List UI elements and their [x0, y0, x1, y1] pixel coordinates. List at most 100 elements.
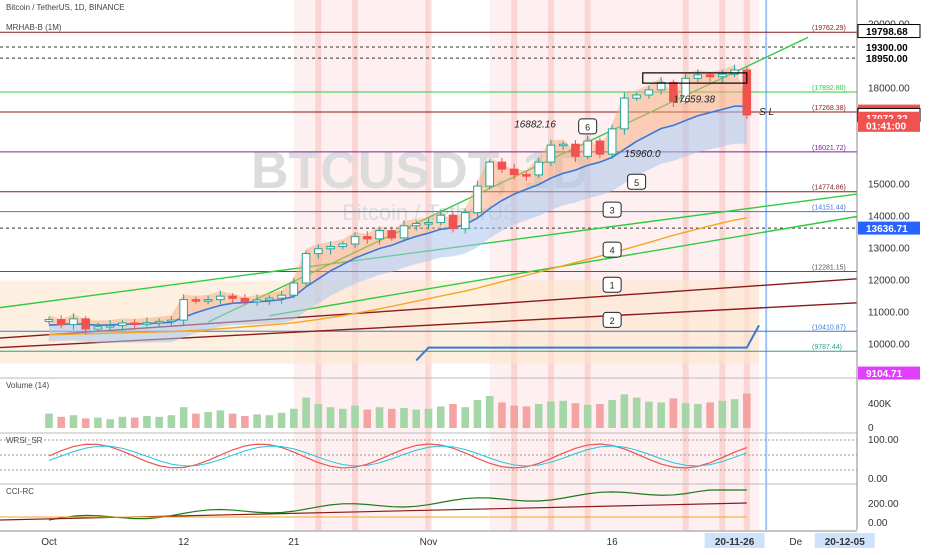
volume-bar-34	[461, 407, 470, 428]
candle-body-21	[301, 253, 311, 284]
y-tick-3: 13000.00	[868, 243, 910, 254]
volume-bar-2	[69, 415, 78, 428]
volume-bar-21	[302, 397, 310, 428]
volume-bar-57	[743, 393, 751, 428]
volume-bar-35	[473, 400, 482, 428]
candle-body-57	[742, 69, 752, 116]
volume-bar-11	[179, 407, 188, 428]
rsi-line	[48, 443, 748, 469]
candle-body-43	[571, 143, 580, 157]
volume-bar-25	[351, 405, 359, 428]
price-line-label-7: (10410.87)	[812, 324, 846, 331]
x-tick-1: 12	[178, 537, 190, 548]
volume-bar-55	[718, 400, 727, 428]
volume-bar-31	[424, 408, 433, 428]
candle-body-26	[362, 236, 372, 240]
price-line-label-5: (14151.44)	[812, 205, 846, 212]
candle-body-19	[277, 294, 286, 299]
x-tick-3: Nov	[420, 537, 438, 548]
price-line-label-3: (16021.72)	[812, 145, 846, 152]
candle-body-53	[693, 74, 703, 79]
candle-body-32	[436, 214, 446, 224]
date-badge-0: 20-11-26	[715, 537, 755, 548]
candle-body-20	[289, 282, 299, 296]
volume-bar-10	[167, 415, 176, 428]
price-badge-0: 19798.68	[866, 27, 908, 38]
candle-body-8	[142, 322, 152, 325]
candle-body-45	[595, 140, 605, 155]
zone-stripe-2	[425, 0, 432, 530]
y-tick-2: 12000.00	[868, 275, 910, 286]
y-tick-5: 15000.00	[868, 180, 910, 191]
chart-header: Bitcoin / TetherUS, 1D, BINANCE MRHAB-B …	[6, 3, 125, 32]
volume-bar-13	[204, 412, 212, 428]
callout-label-1: 5	[634, 178, 639, 188]
candle-body-25	[350, 236, 360, 245]
callout-label-5: 2	[610, 316, 615, 326]
ma-slow-line	[48, 217, 747, 336]
y-tick-6: 18000.00	[868, 84, 910, 95]
volume-bar-28	[387, 408, 396, 428]
volume-bar-45	[596, 404, 604, 428]
volume-bar-18	[265, 415, 274, 428]
volume-bar-20	[290, 408, 298, 428]
volume-bar-16	[241, 416, 249, 428]
callout-label-3: 4	[610, 246, 615, 256]
volume-bar-29	[400, 408, 408, 428]
volume-bar-43	[571, 403, 580, 428]
candle-body-35	[473, 185, 482, 214]
candle-body-36	[485, 161, 495, 187]
candle-body-22	[314, 248, 323, 255]
x-tick-5: De	[789, 537, 802, 548]
candle-body-41	[546, 144, 556, 163]
candle-body-42	[558, 143, 568, 147]
callout-label-0: 6	[585, 122, 590, 132]
price-line-label-6: (12281.15)	[812, 264, 846, 271]
candle-body-18	[265, 297, 274, 301]
volume-bar-9	[155, 416, 163, 428]
volume-bar-24	[339, 408, 347, 428]
volume-bar-39	[522, 406, 531, 428]
callout-box-4	[602, 276, 622, 293]
volume-bar-38	[510, 405, 518, 428]
candle-body-14	[216, 295, 225, 301]
candle-body-34	[460, 212, 470, 230]
volume-bar-15	[228, 413, 237, 428]
candle-body-6	[118, 322, 127, 327]
price-badge-bg-7	[858, 221, 920, 235]
candle-body-15	[228, 295, 237, 299]
price-badge-6: 01:41:00	[866, 121, 906, 132]
candle-body-52	[681, 77, 690, 102]
candle-body-4	[93, 326, 103, 330]
volume-bar-40	[534, 404, 543, 428]
volume-bar-26	[363, 409, 372, 428]
candle-body-44	[583, 140, 592, 157]
candle-body-33	[448, 214, 458, 230]
cci-tick-1: 0.00	[868, 518, 888, 529]
candle-body-40	[534, 161, 543, 176]
candle-body-48	[632, 94, 641, 99]
zone-stripe-7	[719, 0, 726, 530]
price-badge-bg-8	[858, 366, 920, 380]
volume-bar-54	[706, 402, 714, 428]
candle-body-51	[669, 81, 678, 102]
price-badge-1: 19300.00	[866, 43, 908, 54]
zone-stripe-4	[547, 0, 554, 530]
volume-tick-1: 0	[868, 423, 874, 434]
volume-tick-0: 400K	[868, 399, 892, 410]
price-pane[interactable]: (19762.29) (17892.80) (17268.38) (16021.72)…	[0, 25, 857, 362]
cci-label: CCI-RC	[6, 487, 34, 496]
candle-body-30	[411, 223, 421, 227]
callout-box-1	[627, 173, 647, 190]
lower-band-area	[48, 106, 747, 343]
volume-bar-12	[192, 413, 200, 428]
cursor-vline	[765, 0, 768, 530]
x-axis-bg	[0, 531, 932, 550]
date-badge-1: 20-12-05	[825, 537, 865, 548]
x-tick-4: 16	[607, 537, 619, 548]
candle-body-23	[326, 246, 335, 250]
zone-stripe-3	[511, 0, 518, 530]
callout-box-2	[602, 201, 622, 218]
